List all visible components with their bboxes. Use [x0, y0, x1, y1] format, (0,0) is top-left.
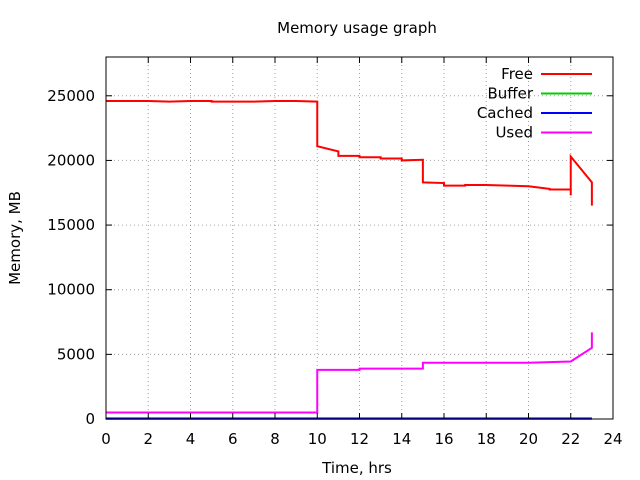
x-tick-label: 12	[350, 430, 369, 448]
y-tick-label: 20000	[47, 151, 95, 169]
x-tick-label: 4	[186, 430, 196, 448]
x-tick-label: 6	[228, 430, 238, 448]
y-tick-label: 15000	[47, 216, 95, 234]
x-tick-label: 10	[308, 430, 327, 448]
series-lines	[106, 99, 593, 420]
legend-label-used: Used	[495, 124, 533, 142]
x-tick-label: 18	[477, 430, 496, 448]
y-tick-label: 5000	[57, 345, 95, 363]
x-tick-label: 22	[561, 430, 580, 448]
y-tick-label: 10000	[47, 281, 95, 299]
y-tick-label: 25000	[47, 87, 95, 105]
legend-label-buffer: Buffer	[487, 85, 533, 103]
y-tick-label: 0	[85, 410, 95, 428]
x-tick-labels: 0 2 4 6 8 10 12 14 16 18 20 22 24	[101, 430, 622, 448]
legend-label-free: Free	[501, 65, 533, 83]
series-line-free	[106, 99, 593, 206]
grid-lines	[106, 57, 613, 419]
x-axis-title: Time, hrs	[321, 459, 392, 477]
x-tick-label: 0	[101, 430, 111, 448]
x-tick-label: 8	[270, 430, 280, 448]
series-line-used	[106, 332, 593, 414]
legend-label-cached: Cached	[477, 104, 533, 122]
x-tick-label: 20	[519, 430, 538, 448]
axis-ticks	[105, 57, 614, 420]
y-tick-labels: 0 5000 10000 15000 20000 25000	[47, 87, 95, 428]
x-tick-label: 16	[434, 430, 453, 448]
x-tick-label: 24	[603, 430, 622, 448]
x-tick-label: 14	[392, 430, 411, 448]
y-axis-title: Memory, MB	[6, 191, 24, 285]
x-tick-label: 2	[143, 430, 153, 448]
chart-title: Memory usage graph	[277, 19, 437, 37]
